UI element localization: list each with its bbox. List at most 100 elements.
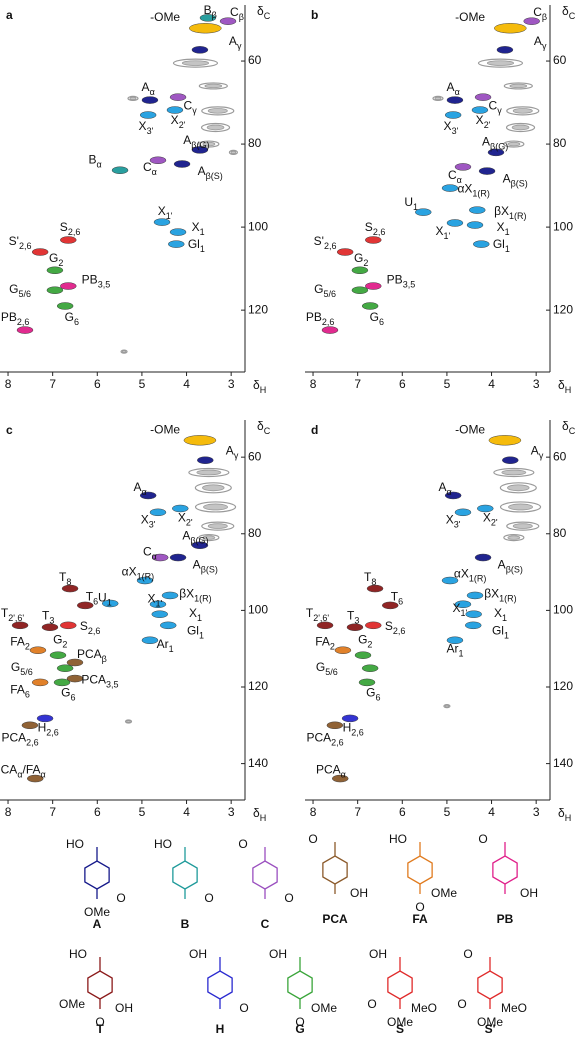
text-part: δ [558, 806, 565, 820]
text-part: A [134, 480, 142, 494]
peak [16, 326, 34, 334]
peak-label: Ar1 [157, 637, 174, 654]
contour [432, 95, 444, 102]
subscript: 1(R) [137, 572, 155, 582]
y-axis-label: δC [562, 419, 576, 436]
contour [198, 82, 228, 90]
peak-label: X2' [476, 113, 491, 130]
peak-label: FA6 [10, 683, 30, 700]
x-tick-label: 4 [183, 805, 190, 819]
ring [492, 855, 518, 885]
subscript: β(S) [201, 565, 218, 575]
contour [188, 467, 230, 478]
subscript: 1 [169, 645, 174, 655]
peak-label: G2 [53, 632, 67, 649]
subscript: 2,6 [322, 317, 335, 327]
subscript: 6 [375, 693, 380, 703]
text-part: X [483, 511, 491, 525]
text-part: δ [558, 378, 565, 392]
text-part: T [59, 570, 67, 584]
contour [505, 122, 536, 133]
peak-label: αX1(R) [454, 567, 486, 584]
contour [120, 349, 128, 354]
atom-label: MeO [501, 1001, 527, 1015]
x-tick-label: 3 [533, 805, 540, 819]
text-part: Gl [493, 237, 505, 251]
text-part: Ar [157, 637, 169, 651]
text-part: T [306, 606, 314, 620]
peak-label: H2,6 [38, 721, 59, 738]
peak-label: Cα [448, 168, 462, 185]
peak-label: PCAα/FAα [0, 763, 46, 780]
peak [471, 106, 489, 114]
text-part: G [11, 660, 20, 674]
peak [191, 46, 209, 54]
text-part: /FA [23, 763, 41, 777]
ring [252, 860, 278, 890]
contour [202, 141, 216, 147]
subscript: α [142, 488, 147, 498]
subscript: 3' [454, 520, 461, 530]
peak [159, 621, 177, 630]
text-part: X [497, 220, 505, 234]
text-part: FA [10, 683, 25, 697]
y-tick-label: 100 [553, 219, 573, 233]
text-part: S' [9, 234, 19, 248]
text-part: A [503, 172, 511, 186]
peak [56, 302, 74, 310]
atom-label: OMe [84, 905, 110, 919]
peak [191, 146, 209, 154]
contour [196, 469, 222, 476]
subscript: 5/6 [323, 290, 336, 300]
peak-label: PCA3,5 [81, 673, 118, 690]
peak [316, 621, 334, 630]
peak-label: PB3,5 [387, 272, 416, 289]
subscript: 2 [363, 258, 368, 268]
peak-label: X2' [483, 511, 498, 528]
atom-label: OMe [311, 1001, 337, 1015]
subscript: α [41, 770, 46, 780]
peak [149, 156, 167, 165]
peak-label: Aβ(G) [183, 133, 209, 150]
peak [454, 163, 472, 171]
peak-label: FA2 [10, 635, 30, 652]
x-tick-label: 7 [49, 377, 56, 391]
peak [365, 282, 382, 290]
subscript: 1' [444, 231, 451, 241]
peak [381, 601, 399, 610]
peak-label: -OMe [455, 423, 485, 437]
atom-label: O [239, 1001, 248, 1015]
atom-label: OH [115, 1001, 133, 1015]
subscript: 1' [166, 212, 173, 222]
contour [512, 108, 533, 114]
peak-label: G5/6 [11, 660, 33, 677]
peak [149, 508, 167, 517]
structure-name: S' [485, 1022, 496, 1036]
text-part: S [385, 619, 393, 633]
atom-label: OMe [59, 997, 85, 1011]
subscript: H [260, 813, 267, 823]
peak [161, 591, 179, 600]
y-tick-label: 60 [553, 53, 567, 67]
peak [166, 106, 184, 114]
atom-label: HO [154, 837, 172, 851]
text-part: A [142, 80, 150, 94]
peak-label: Aβ(S) [503, 172, 528, 189]
text-part: X [189, 606, 197, 620]
peak-label: X1' [452, 601, 467, 618]
peak [149, 600, 167, 609]
structure-name: G [295, 1022, 304, 1036]
peak [488, 435, 522, 446]
peak [454, 600, 472, 609]
text-part: -OMe [455, 423, 485, 437]
peak-label: X2' [171, 113, 186, 130]
atom-label: O [295, 1015, 304, 1029]
peak [60, 282, 77, 290]
text-part: δ [257, 4, 264, 18]
subscript: 3,5 [98, 280, 111, 290]
subscript: γ [237, 41, 242, 51]
text-part: A [482, 135, 490, 149]
peak-label: Gl1 [493, 237, 510, 254]
text-part: A [447, 80, 455, 94]
